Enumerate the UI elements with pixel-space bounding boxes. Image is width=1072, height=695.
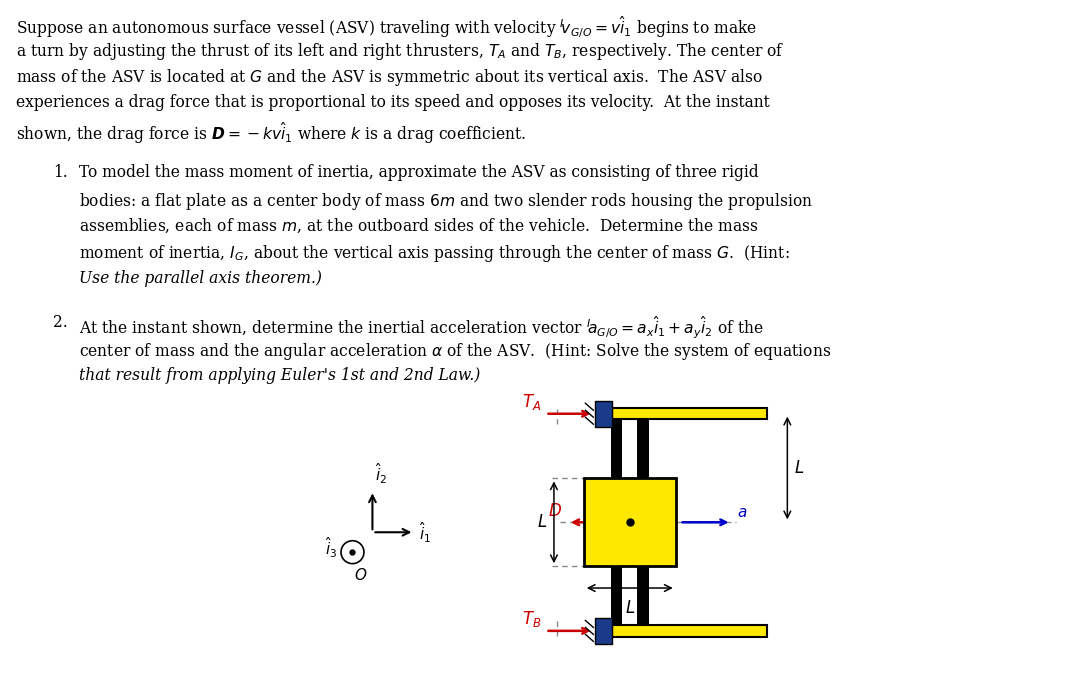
Text: $\hat{i}_1$: $\hat{i}_1$ xyxy=(419,520,431,545)
Text: Suppose an autonomous surface vessel (ASV) traveling with velocity $^I\!v_{G/O} : Suppose an autonomous surface vessel (AS… xyxy=(16,15,758,40)
Text: $L$: $L$ xyxy=(794,459,805,477)
Text: At the instant shown, determine the inertial acceleration vector $^I\!a_{G/O} = : At the instant shown, determine the iner… xyxy=(79,314,764,341)
Bar xyxy=(612,625,768,637)
Text: experiences a drag force that is proportional to its speed and opposes its veloc: experiences a drag force that is proport… xyxy=(16,94,770,111)
Circle shape xyxy=(341,541,364,564)
Text: shown, the drag force is $\boldsymbol{D} = -kv\hat{i}_1$ where $k$ is a drag coe: shown, the drag force is $\boldsymbol{D}… xyxy=(16,120,526,146)
Text: center of mass and the angular acceleration $\alpha$ of the ASV.  (Hint: Solve t: center of mass and the angular accelerat… xyxy=(79,341,832,361)
Text: To model the mass moment of inertia, approximate the ASV as consisting of three : To model the mass moment of inertia, app… xyxy=(79,164,759,181)
Bar xyxy=(595,400,612,427)
Text: a turn by adjusting the thrust of its left and right thrusters, $T_A$ and $T_B$,: a turn by adjusting the thrust of its le… xyxy=(16,41,785,62)
Text: 2.: 2. xyxy=(54,314,68,331)
Text: $\hat{i}_3$: $\hat{i}_3$ xyxy=(325,535,338,559)
Text: $\hat{i}_2$: $\hat{i}_2$ xyxy=(375,462,387,486)
Bar xyxy=(612,408,768,420)
Text: Use the parallel axis theorem.): Use the parallel axis theorem.) xyxy=(79,270,322,287)
Text: assemblies, each of mass $m$, at the outboard sides of the vehicle.  Determine t: assemblies, each of mass $m$, at the out… xyxy=(79,217,759,236)
Text: $O$: $O$ xyxy=(355,567,368,583)
Text: 1.: 1. xyxy=(54,164,68,181)
Text: moment of inertia, $I_G$, about the vertical axis passing through the center of : moment of inertia, $I_G$, about the vert… xyxy=(79,243,790,264)
Text: $T_A$: $T_A$ xyxy=(522,392,541,412)
Bar xyxy=(595,618,612,644)
Text: $D$: $D$ xyxy=(548,503,562,521)
Text: $T_B$: $T_B$ xyxy=(522,610,541,630)
Bar xyxy=(611,566,622,631)
Bar xyxy=(611,414,622,478)
Text: $G$: $G$ xyxy=(640,499,654,516)
Text: that result from applying Euler's 1st and 2nd Law.): that result from applying Euler's 1st an… xyxy=(79,367,480,384)
Text: bodies: a flat plate as a center body of mass $6m$ and two slender rods housing : bodies: a flat plate as a center body of… xyxy=(79,190,814,212)
Text: $a$: $a$ xyxy=(738,506,748,521)
Text: mass of the ASV is located at $G$ and the ASV is symmetric about its vertical ax: mass of the ASV is located at $G$ and th… xyxy=(16,67,763,88)
Bar xyxy=(637,414,649,478)
Bar xyxy=(584,478,675,566)
Text: $L$: $L$ xyxy=(625,600,635,617)
Bar xyxy=(637,566,649,631)
Text: $L$: $L$ xyxy=(537,514,547,531)
